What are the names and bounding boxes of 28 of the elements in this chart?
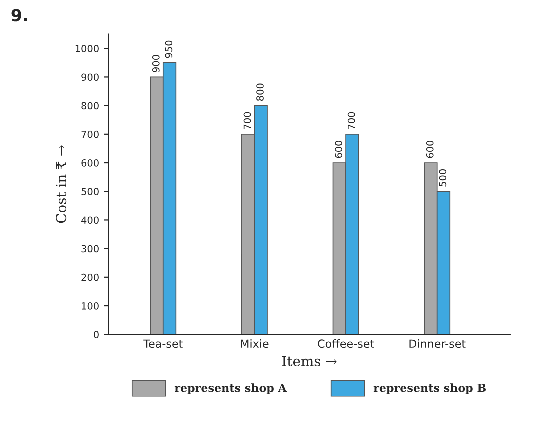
x-tick-label: Dinner-set	[410, 339, 466, 348]
y-tick-label: 100	[82, 302, 99, 310]
text: 9.	[12, 9, 28, 22]
data-label: 500	[439, 170, 447, 187]
y-tick-label: 300	[82, 245, 99, 253]
legend-label: represents shop A	[174, 384, 288, 394]
y-tick-label: 600	[82, 160, 99, 167]
y-tick-label: 700	[82, 130, 99, 138]
data-label: 800	[256, 84, 264, 101]
legend-label: represents shop B	[374, 384, 486, 394]
y-tick-label: 400	[81, 216, 99, 224]
y-tick-label: 0	[94, 331, 99, 338]
y-tick-label: 200	[82, 274, 99, 282]
y-tick-label: 1000	[76, 45, 99, 52]
x-tick-label: Tea-set	[144, 340, 183, 348]
y-tick-label: 900	[82, 74, 99, 82]
x-tick-label: Mixie	[241, 339, 269, 348]
data-label: 950	[165, 40, 173, 58]
data-label: 700	[244, 112, 252, 130]
x-axis-title: Items →	[282, 356, 337, 367]
y-axis-title: Cost in ₹ →	[56, 146, 67, 224]
y-tick-label: 500	[82, 188, 99, 196]
data-label: 600	[426, 140, 434, 158]
x-tick-label: Coffee-set	[318, 339, 374, 348]
data-label: 900	[152, 55, 160, 72]
data-label: 700	[348, 112, 356, 130]
data-label: 600	[335, 140, 342, 158]
y-tick-label: 800	[82, 102, 99, 110]
